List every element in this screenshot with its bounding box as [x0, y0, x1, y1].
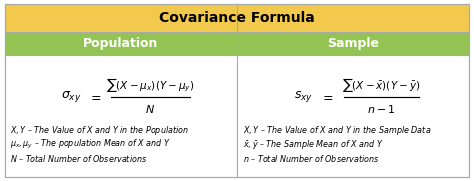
- Text: $n-1$: $n-1$: [367, 102, 396, 115]
- Text: $X, Y$ – The Value of X and Y in the Population: $X, Y$ – The Value of X and Y in the Pop…: [10, 125, 190, 137]
- Text: $\sum(X-\bar{x})(Y-\bar{y})$: $\sum(X-\bar{x})(Y-\bar{y})$: [342, 76, 421, 94]
- Text: $\sum(X-\mu_x)(Y-\mu_y)$: $\sum(X-\mu_x)(Y-\mu_y)$: [106, 76, 195, 94]
- Text: $N$: $N$: [146, 102, 155, 115]
- Text: Covariance Formula: Covariance Formula: [159, 11, 315, 25]
- Text: $\bar{x}, \bar{y}$ – The Sample Mean of X and Y: $\bar{x}, \bar{y}$ – The Sample Mean of …: [243, 138, 383, 151]
- Text: $s_{xy}$: $s_{xy}$: [294, 89, 313, 104]
- Text: $X, Y$ – The Value of X and Y in the Sample Data: $X, Y$ – The Value of X and Y in the Sam…: [243, 125, 431, 137]
- Text: $n$ – Total Number of Observations: $n$ – Total Number of Observations: [243, 153, 379, 164]
- Text: $=$: $=$: [320, 90, 334, 103]
- Text: $\sigma_{xy}$: $\sigma_{xy}$: [61, 89, 81, 104]
- Text: $\mu_x, \mu_y$ – The population Mean of X and Y: $\mu_x, \mu_y$ – The population Mean of …: [10, 138, 171, 151]
- Bar: [5, 55, 469, 177]
- Text: Sample: Sample: [327, 37, 379, 50]
- Bar: [237, 32, 469, 55]
- Bar: [5, 4, 469, 32]
- Text: $N$ – Total Number of Observations: $N$ – Total Number of Observations: [10, 153, 148, 164]
- Text: $=$: $=$: [88, 90, 101, 103]
- Text: Population: Population: [83, 37, 159, 50]
- Bar: [5, 32, 237, 55]
